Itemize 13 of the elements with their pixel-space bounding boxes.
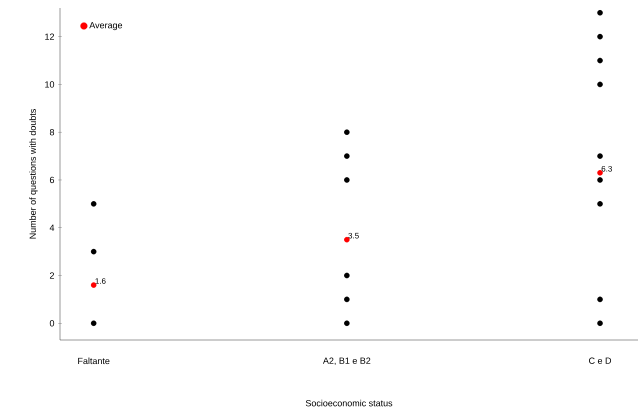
x-tick-label: C e D — [589, 358, 612, 364]
y-axis-title: Number of questions with doubts — [29, 109, 38, 239]
legend-label: Average — [89, 22, 122, 30]
y-tick-label: 8 — [50, 129, 54, 136]
y-tick-label: 12 — [45, 34, 54, 40]
y-tick-label: 6 — [50, 176, 54, 184]
y-tick-label: 2 — [50, 272, 54, 279]
x-tick-label: Faltante — [78, 358, 110, 364]
x-axis-title: Socioeconomic status — [306, 400, 392, 406]
y-tick-label: 4 — [50, 224, 54, 231]
y-tick-label: 10 — [45, 81, 54, 88]
x-tick-label: A2, B1 e B2 — [322, 358, 370, 365]
y-tick-label: 0 — [50, 320, 54, 326]
